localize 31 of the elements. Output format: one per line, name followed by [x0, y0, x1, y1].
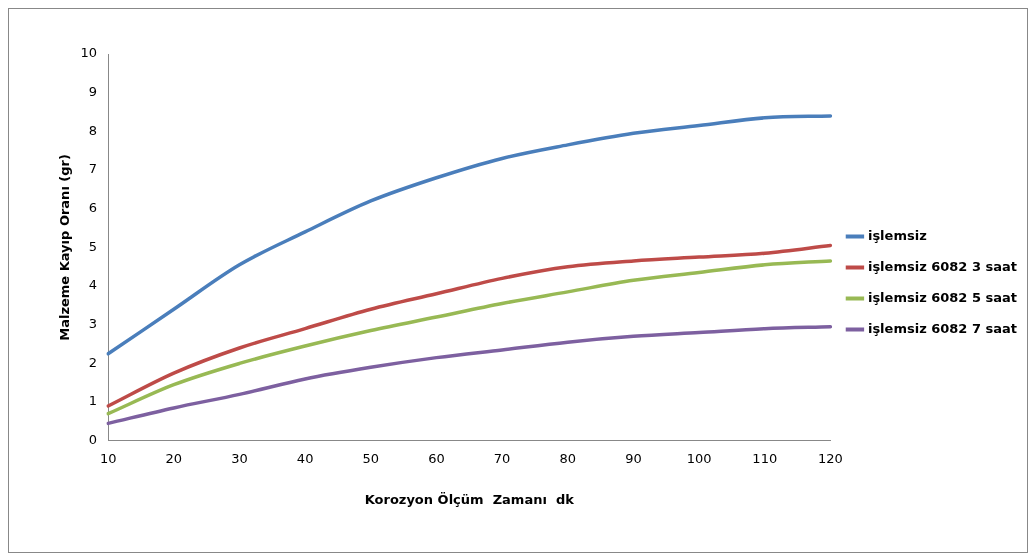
legend-label: işlemsiz 6082 5 saat [867, 289, 1017, 305]
y-tick-label: 3 [88, 316, 98, 332]
y-tick-label: 6 [88, 200, 98, 216]
line-series [106, 114, 833, 356]
x-tick-label: 110 [752, 450, 778, 466]
legend-label: işlemsiz 6082 3 saat [867, 258, 1017, 274]
legend-label: işlemsiz 6082 7 saat [867, 320, 1017, 336]
x-tick-label: 70 [493, 450, 511, 466]
x-tick-label: 60 [428, 450, 445, 466]
y-axis-title: Malzeme Kayıp Oranı (gr) [57, 154, 73, 341]
x-tick-label: 80 [559, 450, 577, 466]
y-tick-label: 7 [88, 161, 98, 177]
y-tick-label: 10 [80, 45, 98, 61]
x-tick-label: 20 [165, 450, 183, 466]
y-tick-label: 8 [88, 122, 98, 138]
legend-label: işlemsiz [867, 227, 927, 243]
x-tick-label: 50 [362, 450, 380, 466]
x-tick-label: 30 [231, 450, 248, 466]
y-tick-label: 9 [88, 84, 98, 100]
x-tick-label: 120 [818, 450, 843, 466]
x-tick-label: 90 [625, 450, 642, 466]
x-tick-label: 10 [99, 450, 117, 466]
y-tick-label: 0 [88, 432, 98, 448]
x-tick-label: 100 [686, 450, 712, 466]
x-tick-label: 40 [296, 450, 314, 466]
y-tick-label: 5 [88, 238, 98, 254]
y-tick-label: 1 [88, 393, 98, 409]
y-tick-label: 4 [88, 277, 98, 293]
line-series [106, 324, 833, 426]
x-axis-title: Korozyon Ölçüm Zamanı dk [364, 491, 575, 507]
y-tick-label: 2 [88, 354, 98, 370]
